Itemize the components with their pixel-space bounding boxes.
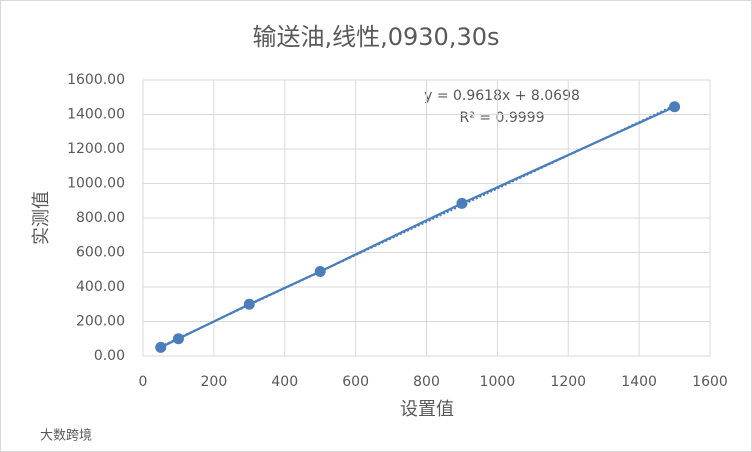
x-tick-label: 1400	[621, 374, 657, 390]
x-axis-label: 设置值	[400, 399, 454, 420]
data-point	[669, 101, 681, 113]
trendline-r-squared: R² = 0.9999	[460, 110, 545, 126]
y-tick-label: 1200.00	[67, 141, 125, 157]
x-tick-label: 400	[271, 374, 298, 390]
x-tick-label: 200	[201, 374, 228, 390]
data-point	[456, 197, 468, 209]
trendline-equation: y = 0.9618x + 8.0698	[424, 88, 580, 104]
data-point	[243, 298, 255, 310]
data-point	[172, 333, 184, 345]
y-tick-label: 200.00	[76, 314, 125, 330]
y-tick-label: 1000.00	[67, 176, 125, 192]
x-tick-label: 800	[413, 374, 440, 390]
x-tick-label: 1600	[692, 374, 728, 390]
y-tick-label: 1600.00	[67, 72, 125, 88]
y-tick-label: 0.00	[94, 348, 125, 364]
chart-title: 输送油,线性,0930,30s	[252, 23, 499, 51]
x-tick-label: 1200	[550, 374, 586, 390]
watermark: 大数跨境	[40, 429, 92, 444]
data-point	[314, 265, 326, 277]
y-axis-label: 实测值	[31, 191, 52, 245]
x-tick-label: 1000	[480, 374, 516, 390]
y-tick-label: 400.00	[76, 279, 125, 295]
data-point	[155, 341, 167, 353]
y-tick-label: 600.00	[76, 245, 125, 261]
y-tick-label: 800.00	[76, 210, 125, 226]
x-tick-label: 0	[139, 374, 148, 390]
x-tick-label: 600	[342, 374, 369, 390]
y-tick-label: 1400.00	[67, 107, 125, 123]
